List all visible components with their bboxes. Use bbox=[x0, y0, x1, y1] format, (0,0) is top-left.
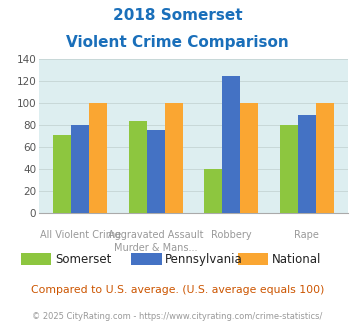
Bar bbox=[316, 103, 334, 213]
Text: Robbery: Robbery bbox=[211, 230, 252, 240]
Bar bbox=[53, 135, 71, 213]
Bar bbox=[71, 125, 89, 213]
Text: Aggravated Assault: Aggravated Assault bbox=[108, 230, 203, 240]
Bar bbox=[89, 103, 108, 213]
Text: Rape: Rape bbox=[294, 230, 319, 240]
Bar bbox=[129, 121, 147, 213]
Text: Pennsylvania: Pennsylvania bbox=[165, 252, 243, 266]
Text: Violent Crime Comparison: Violent Crime Comparison bbox=[66, 35, 289, 50]
Bar bbox=[204, 169, 222, 213]
Text: Compared to U.S. average. (U.S. average equals 100): Compared to U.S. average. (U.S. average … bbox=[31, 285, 324, 295]
Text: © 2025 CityRating.com - https://www.cityrating.com/crime-statistics/: © 2025 CityRating.com - https://www.city… bbox=[32, 312, 323, 321]
Text: Somerset: Somerset bbox=[55, 252, 111, 266]
Bar bbox=[279, 125, 297, 213]
Bar bbox=[147, 130, 165, 213]
Bar bbox=[165, 103, 183, 213]
Text: National: National bbox=[272, 252, 321, 266]
Text: All Violent Crime: All Violent Crime bbox=[40, 230, 121, 240]
Bar bbox=[222, 76, 240, 213]
Bar bbox=[297, 115, 316, 213]
Text: 2018 Somerset: 2018 Somerset bbox=[113, 8, 242, 23]
Text: Murder & Mans...: Murder & Mans... bbox=[114, 244, 197, 253]
Bar bbox=[240, 103, 258, 213]
